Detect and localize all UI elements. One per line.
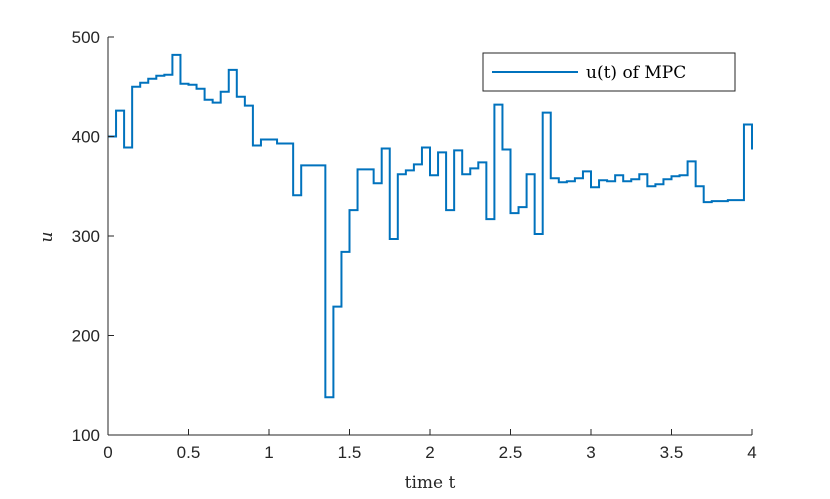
x-tick-label: 1 — [264, 443, 273, 462]
x-tick-label: 3.5 — [660, 443, 684, 462]
x-tick-label: 2 — [425, 443, 434, 462]
x-tick-label: 4 — [747, 443, 756, 462]
y-tick-label: 300 — [72, 227, 100, 246]
legend-entry-label: u(t) of MPC — [586, 63, 686, 83]
x-tick-label: 3 — [586, 443, 595, 462]
x-tick-label: 2.5 — [499, 443, 523, 462]
x-tick-label: 1.5 — [338, 443, 362, 462]
x-tick-label: 0.5 — [177, 443, 201, 462]
series-layer — [108, 53, 753, 399]
y-tick-label: 200 — [72, 327, 100, 346]
x-tick-label: 0 — [103, 443, 112, 462]
ticks-layer: 0 0.5 1 1.5 2 2.5 3 3.5 4 100 200 300 400 500 — [72, 28, 757, 462]
y-tick-label: 500 — [72, 28, 100, 47]
legend: u(t) of MPC — [482, 52, 736, 92]
series-line-0 — [108, 53, 753, 399]
y-axis-label: u — [37, 232, 57, 243]
x-axis-label: time t — [405, 473, 456, 493]
y-tick-label: 400 — [72, 128, 100, 147]
y-tick-label: 100 — [72, 426, 100, 445]
